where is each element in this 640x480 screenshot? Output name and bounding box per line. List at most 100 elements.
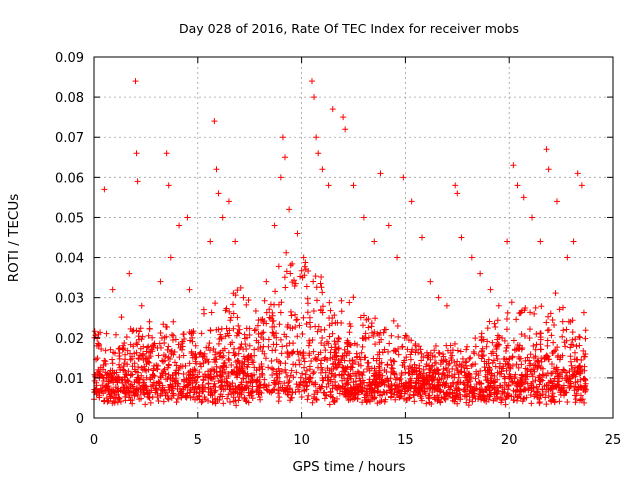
data-point xyxy=(388,332,395,339)
data-point xyxy=(278,368,285,375)
data-point xyxy=(350,370,357,377)
data-point xyxy=(208,389,215,396)
data-point xyxy=(250,359,257,366)
data-point xyxy=(425,351,432,358)
data-point xyxy=(109,374,116,381)
data-point xyxy=(263,278,270,285)
data-point xyxy=(258,334,265,341)
data-point xyxy=(303,367,310,374)
data-point xyxy=(336,336,343,343)
data-point xyxy=(547,397,554,404)
data-point xyxy=(381,346,388,353)
data-point xyxy=(237,381,244,388)
data-point xyxy=(574,356,581,363)
data-point xyxy=(312,273,319,280)
data-point xyxy=(513,361,520,368)
data-point xyxy=(240,294,247,301)
data-point xyxy=(160,321,167,328)
data-point xyxy=(569,317,576,324)
data-point xyxy=(126,270,133,277)
data-point xyxy=(127,356,134,363)
data-point xyxy=(180,370,187,377)
data-point xyxy=(388,394,395,401)
data-point xyxy=(401,363,408,370)
data-point xyxy=(548,370,555,377)
data-point xyxy=(399,344,406,351)
data-point xyxy=(265,382,272,389)
data-point xyxy=(265,364,272,371)
data-point xyxy=(105,387,112,394)
data-point xyxy=(527,351,534,358)
data-point xyxy=(232,238,239,245)
x-tick-label: 10 xyxy=(293,433,310,448)
data-point xyxy=(491,389,498,396)
data-point xyxy=(212,349,219,356)
data-point xyxy=(364,391,371,398)
data-point xyxy=(134,341,141,348)
data-point xyxy=(560,366,567,373)
data-point xyxy=(287,397,294,404)
data-point xyxy=(537,378,544,385)
data-point xyxy=(105,397,112,404)
data-point xyxy=(155,397,162,404)
data-point xyxy=(275,387,282,394)
data-point xyxy=(449,365,456,372)
data-point xyxy=(170,318,177,325)
data-point xyxy=(220,363,227,370)
data-point xyxy=(167,381,174,388)
data-point xyxy=(187,368,194,375)
data-point xyxy=(327,389,334,396)
data-point xyxy=(122,371,129,378)
data-point xyxy=(559,318,566,325)
data-point xyxy=(359,322,366,329)
data-point xyxy=(581,382,588,389)
data-point xyxy=(327,349,334,356)
data-point xyxy=(478,380,485,387)
data-point xyxy=(546,356,553,363)
data-point xyxy=(137,395,144,402)
data-point xyxy=(235,330,242,337)
data-point xyxy=(235,384,242,391)
data-point xyxy=(506,355,513,362)
data-point xyxy=(479,336,486,343)
data-point xyxy=(190,371,197,378)
data-point xyxy=(215,190,222,197)
data-point xyxy=(270,366,277,373)
data-point xyxy=(571,349,578,356)
data-point xyxy=(189,384,196,391)
data-point xyxy=(91,328,98,335)
data-point xyxy=(271,222,278,229)
data-point xyxy=(516,310,523,317)
data-point xyxy=(411,398,418,405)
data-point xyxy=(245,399,252,406)
data-point xyxy=(299,274,306,281)
data-point xyxy=(341,391,348,398)
data-point xyxy=(246,392,253,399)
data-point xyxy=(296,357,302,364)
data-point xyxy=(229,301,236,308)
data-point xyxy=(246,342,253,349)
data-point xyxy=(512,388,519,395)
data-point xyxy=(567,353,574,360)
data-point xyxy=(412,380,419,387)
data-point xyxy=(445,384,452,391)
data-point xyxy=(457,396,464,403)
data-point xyxy=(206,340,213,347)
data-point xyxy=(516,342,523,349)
data-point xyxy=(347,373,354,380)
data-point xyxy=(118,314,125,321)
data-point xyxy=(223,305,230,312)
data-point xyxy=(454,367,461,374)
data-point xyxy=(315,150,322,157)
data-point xyxy=(536,372,543,379)
data-point xyxy=(451,340,458,347)
data-point xyxy=(533,331,540,338)
data-point xyxy=(277,309,284,316)
data-point xyxy=(338,297,345,304)
data-point xyxy=(298,394,305,401)
data-point xyxy=(284,382,291,389)
data-point xyxy=(370,333,377,340)
data-point xyxy=(96,394,103,401)
data-point xyxy=(345,397,352,404)
data-point xyxy=(115,396,122,403)
